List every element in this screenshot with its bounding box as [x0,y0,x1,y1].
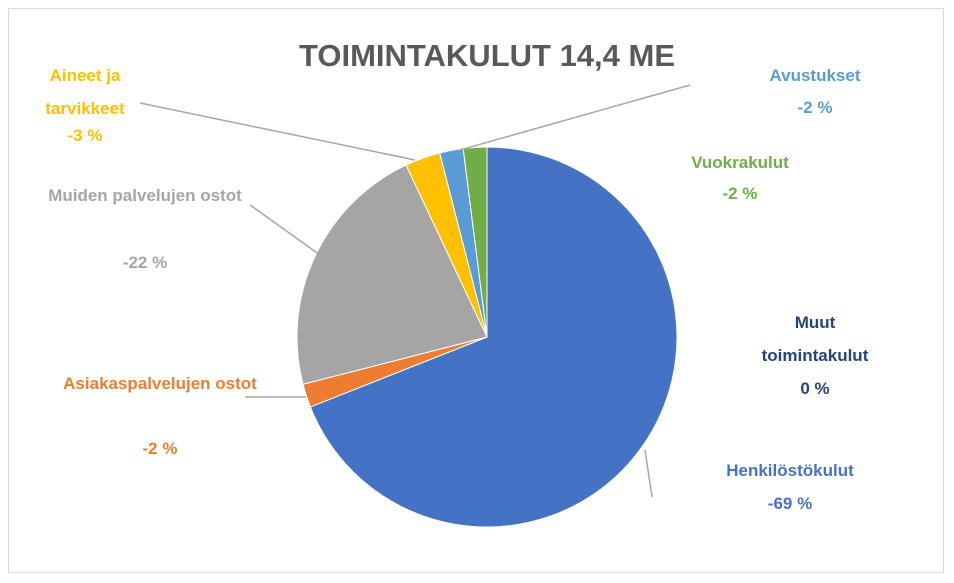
category-label: Asiakaspalvelujen ostot [63,374,257,393]
value-label: -69 % [767,494,813,513]
value-label: -22 % [122,253,168,272]
leader-line [139,102,416,161]
leader-line [459,84,691,151]
value-label: 0 % [800,379,830,398]
category-label: Vuokrakulut [691,153,789,172]
value-label: -2 % [722,184,758,203]
value-label: -3 % [67,126,103,145]
leader-line [644,449,653,498]
category-label: Avustukset [769,66,861,85]
category-label: Muut toimintakulut [761,313,869,365]
value-label: -2 % [142,439,178,458]
pie-slice [296,164,488,385]
chart-frame [8,8,944,573]
category-label: Aineet ja tarvikkeet [45,66,125,118]
pie-slice [309,146,678,528]
leader-line [249,204,321,256]
leader-lines [139,84,691,498]
chart-title: TOIMINTAKULUT 14,4 ME [298,38,676,73]
value-label: -2 % [797,98,833,117]
category-label: Muiden palvelujen ostot [48,186,242,205]
category-label: Henkilöstökulut [726,461,854,480]
